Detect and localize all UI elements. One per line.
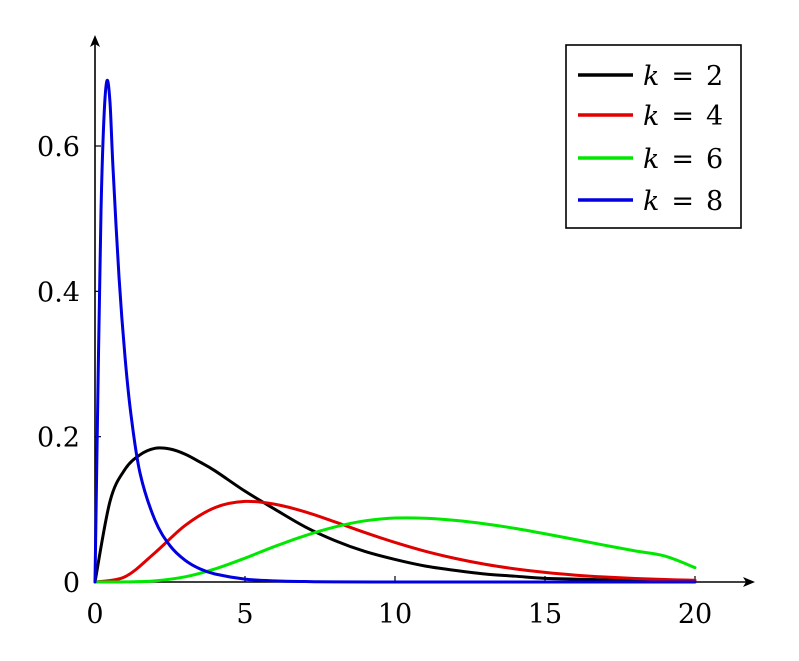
y-tick-label: 0.4	[37, 277, 80, 308]
x-tick-label: 10	[378, 599, 412, 630]
y-tick-label: 0.6	[37, 132, 80, 163]
legend: k = 2 k = 4 k = 6 k = 8	[565, 44, 742, 229]
series-layer	[93, 78, 697, 584]
legend-label-k2: k = 2	[643, 61, 723, 92]
legend-value: 4	[706, 101, 723, 132]
legend-label-k4: k = 4	[643, 101, 723, 132]
legend-var: k	[643, 61, 659, 92]
legend-op: =	[671, 186, 694, 217]
legend-var: k	[643, 101, 659, 132]
series-line-k6	[93, 516, 697, 584]
legend-value: 8	[706, 186, 723, 217]
legend-value: 2	[706, 61, 723, 92]
y-axis-arrow	[90, 35, 100, 47]
legend-op: =	[671, 61, 694, 92]
x-tick-label: 0	[86, 599, 103, 630]
legend-var: k	[643, 186, 659, 217]
x-tick-label: 5	[236, 599, 253, 630]
x-axis-arrow	[743, 577, 755, 587]
legend-label-k8: k = 8	[643, 186, 723, 217]
y-tick-label: 0.2	[37, 423, 80, 454]
legend-op: =	[671, 144, 694, 175]
x-tick-label: 15	[528, 599, 562, 630]
series-line-k2	[93, 446, 697, 584]
series-line-k4	[93, 499, 697, 584]
y-tick-label: 0	[63, 568, 80, 599]
legend-label-k6: k = 6	[643, 144, 723, 175]
series-line-k8	[93, 78, 697, 584]
legend-value: 6	[706, 144, 723, 175]
legend-op: =	[671, 101, 694, 132]
legend-var: k	[643, 144, 659, 175]
x-tick-label: 20	[678, 599, 712, 630]
